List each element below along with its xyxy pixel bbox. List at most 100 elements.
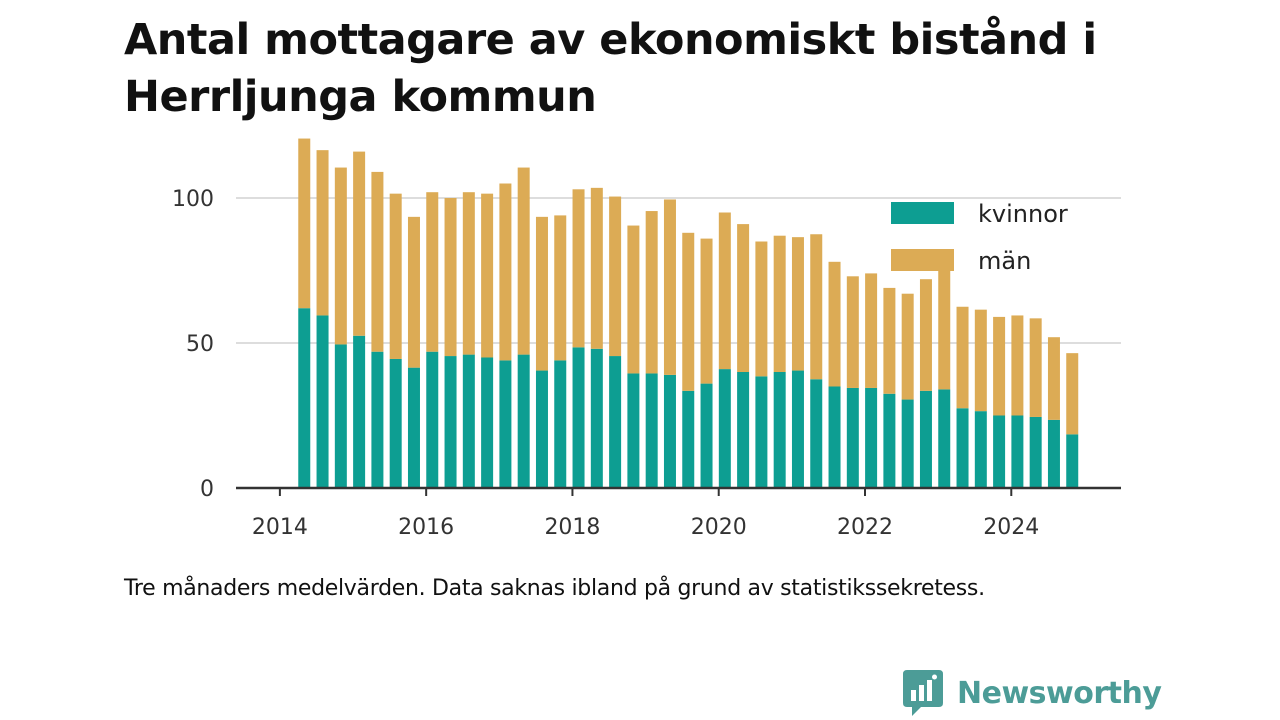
bar-man bbox=[883, 287, 896, 394]
bar-kvinnor bbox=[298, 308, 311, 488]
bar-kvinnor bbox=[682, 390, 695, 488]
bar-man bbox=[499, 183, 512, 361]
bar-series bbox=[298, 138, 1079, 488]
bar-kvinnor bbox=[938, 389, 951, 488]
footnote: Tre månaders medelvärden. Data saknas ib… bbox=[124, 576, 985, 601]
bar-man bbox=[755, 241, 768, 377]
bar-kvinnor bbox=[700, 383, 713, 488]
bar-man bbox=[554, 215, 567, 361]
bar-kvinnor bbox=[901, 399, 914, 488]
bar-kvinnor bbox=[773, 372, 786, 488]
bar-kvinnor bbox=[846, 387, 859, 488]
x-tick-label: 2020 bbox=[691, 515, 747, 540]
brand-logo[interactable]: Newsworthy bbox=[903, 670, 1162, 716]
bar-man bbox=[334, 167, 347, 345]
bar-kvinnor bbox=[1066, 434, 1079, 488]
bar-kvinnor bbox=[389, 358, 402, 488]
bar-man bbox=[938, 270, 951, 390]
y-tick-label: 0 bbox=[200, 477, 214, 502]
bar-man bbox=[1047, 337, 1060, 420]
bar-man bbox=[426, 192, 439, 352]
bar-kvinnor bbox=[554, 360, 567, 488]
bar-man bbox=[407, 216, 420, 368]
bar-kvinnor bbox=[993, 415, 1006, 488]
legend-label-kvinnor: kvinnor bbox=[978, 200, 1068, 228]
bar-kvinnor bbox=[444, 356, 457, 488]
legend: kvinnor män bbox=[891, 200, 1068, 275]
bar-man bbox=[316, 150, 329, 316]
bar-man bbox=[353, 151, 366, 336]
bar-man bbox=[1029, 318, 1042, 417]
bar-kvinnor bbox=[737, 372, 750, 488]
legend-swatch-man bbox=[891, 249, 954, 271]
bar-kvinnor bbox=[1011, 415, 1024, 488]
bar-kvinnor bbox=[828, 386, 841, 488]
bar-kvinnor bbox=[353, 335, 366, 488]
x-tick-label: 2014 bbox=[252, 515, 308, 540]
bar-kvinnor bbox=[919, 390, 932, 488]
bar-man bbox=[371, 171, 384, 352]
bar-kvinnor bbox=[334, 344, 347, 488]
brand-name: Newsworthy bbox=[957, 675, 1162, 711]
bar-man bbox=[993, 316, 1006, 416]
newsworthy-logo-icon bbox=[903, 670, 943, 716]
bar-kvinnor bbox=[481, 357, 494, 488]
bar-kvinnor bbox=[883, 393, 896, 488]
bar-man bbox=[919, 279, 932, 391]
bar-kvinnor bbox=[865, 387, 878, 488]
bar-man bbox=[462, 192, 475, 355]
bar-kvinnor bbox=[755, 376, 768, 488]
legend-label-man: män bbox=[978, 247, 1031, 275]
bar-man bbox=[645, 211, 658, 374]
bar-man bbox=[572, 189, 585, 348]
bar-kvinnor bbox=[572, 347, 585, 488]
bar-kvinnor bbox=[462, 354, 475, 488]
bar-kvinnor bbox=[974, 411, 987, 488]
bar-man bbox=[298, 138, 311, 309]
bar-man bbox=[481, 193, 494, 358]
bar-man bbox=[810, 234, 823, 380]
bar-kvinnor bbox=[663, 374, 676, 488]
x-tick-label: 2018 bbox=[544, 515, 600, 540]
bar-man bbox=[700, 238, 713, 384]
bar-man bbox=[718, 212, 731, 370]
bar-man bbox=[1066, 353, 1079, 435]
bar-man bbox=[846, 276, 859, 388]
bar-man bbox=[590, 187, 603, 349]
bar-man bbox=[791, 237, 804, 371]
bar-man bbox=[1011, 315, 1024, 416]
y-axis-ticks: 0 50 100 bbox=[172, 187, 214, 502]
bar-kvinnor bbox=[1047, 419, 1060, 488]
bar-kvinnor bbox=[407, 367, 420, 488]
bar-man bbox=[974, 309, 987, 412]
bar-man bbox=[517, 167, 530, 355]
y-tick-label: 50 bbox=[186, 332, 214, 357]
x-tick-label: 2022 bbox=[837, 515, 893, 540]
bar-kvinnor bbox=[517, 354, 530, 488]
bar-man bbox=[773, 235, 786, 372]
bar-kvinnor bbox=[609, 356, 622, 488]
bar-man bbox=[627, 225, 640, 374]
bar-man bbox=[663, 199, 676, 375]
bar-man bbox=[865, 273, 878, 388]
bar-man bbox=[737, 224, 750, 372]
bar-kvinnor bbox=[645, 373, 658, 488]
bar-man bbox=[609, 196, 622, 357]
x-tick-label: 2024 bbox=[983, 515, 1039, 540]
x-tick-label: 2016 bbox=[398, 515, 454, 540]
bar-man bbox=[389, 193, 402, 359]
bar-man bbox=[828, 261, 841, 387]
bar-kvinnor bbox=[718, 369, 731, 488]
stacked-bar-chart: 2014 2016 2018 2020 2022 2024 0 50 100 kvinnor m… bbox=[172, 138, 1121, 540]
bar-kvinnor bbox=[499, 360, 512, 488]
legend-swatch-kvinnor bbox=[891, 202, 954, 224]
bar-kvinnor bbox=[810, 379, 823, 488]
x-axis-ticks: 2014 2016 2018 2020 2022 2024 bbox=[252, 488, 1039, 540]
bar-kvinnor bbox=[371, 351, 384, 488]
bar-kvinnor bbox=[426, 351, 439, 488]
bar-kvinnor bbox=[1029, 416, 1042, 488]
bar-man bbox=[956, 306, 969, 409]
bar-kvinnor bbox=[627, 373, 640, 488]
bar-kvinnor bbox=[590, 348, 603, 488]
bar-kvinnor bbox=[535, 370, 548, 488]
